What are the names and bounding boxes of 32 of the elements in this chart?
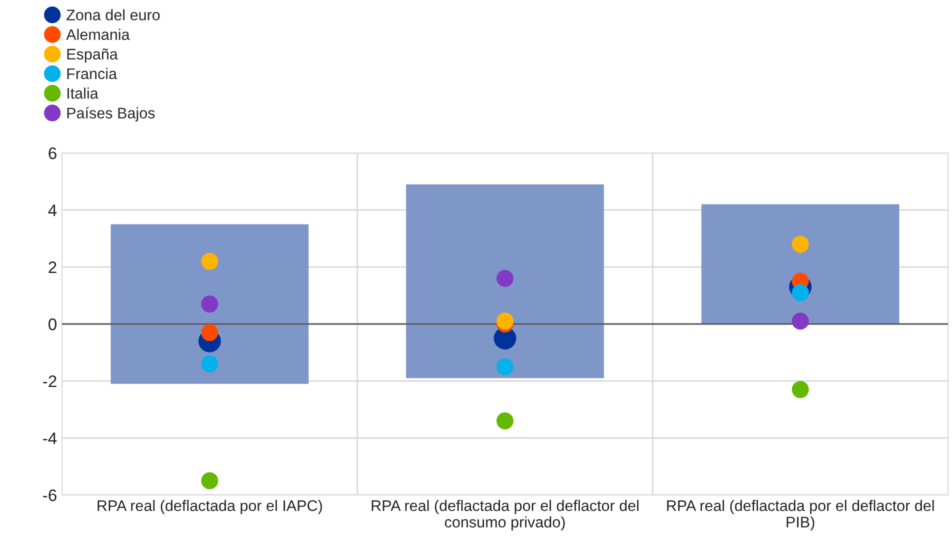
point xyxy=(792,284,809,302)
point xyxy=(201,252,218,270)
point xyxy=(792,381,809,398)
x-tick-label: RPA real (deflactada por el deflactor del consumo privado) xyxy=(372,500,638,531)
x-tick-label: RPA real (deflactada por el IAPC) xyxy=(98,500,322,514)
point xyxy=(496,270,514,287)
point xyxy=(201,355,218,372)
point xyxy=(792,236,809,253)
legend-label: Países Bajos xyxy=(67,107,155,122)
legend-label: Francia xyxy=(67,68,118,80)
bar xyxy=(110,224,309,384)
bar xyxy=(701,204,900,324)
x-tick-label: RPA real (deflactada por el deflactor del PIB) xyxy=(667,500,934,531)
y-tick-label: 6 xyxy=(48,147,56,160)
y-tick-label: 4 xyxy=(48,204,57,216)
point xyxy=(201,296,218,313)
point xyxy=(496,358,514,376)
point xyxy=(496,312,514,330)
bar xyxy=(406,184,604,378)
y-tick-label: 0 xyxy=(48,318,56,330)
point xyxy=(201,472,218,490)
y-tick-label: -6 xyxy=(43,489,56,502)
legend-label: Alemania xyxy=(66,28,130,40)
y-tick-label: 2 xyxy=(48,261,56,274)
y-tick-label: -2 xyxy=(43,375,56,388)
legend-label: España xyxy=(67,48,118,63)
y-tick-label: -4 xyxy=(43,432,57,444)
legend-label: Italia xyxy=(67,88,98,99)
point xyxy=(792,312,809,330)
legend-label: Zona del euro xyxy=(66,9,160,20)
point xyxy=(496,412,514,430)
point xyxy=(201,324,218,342)
